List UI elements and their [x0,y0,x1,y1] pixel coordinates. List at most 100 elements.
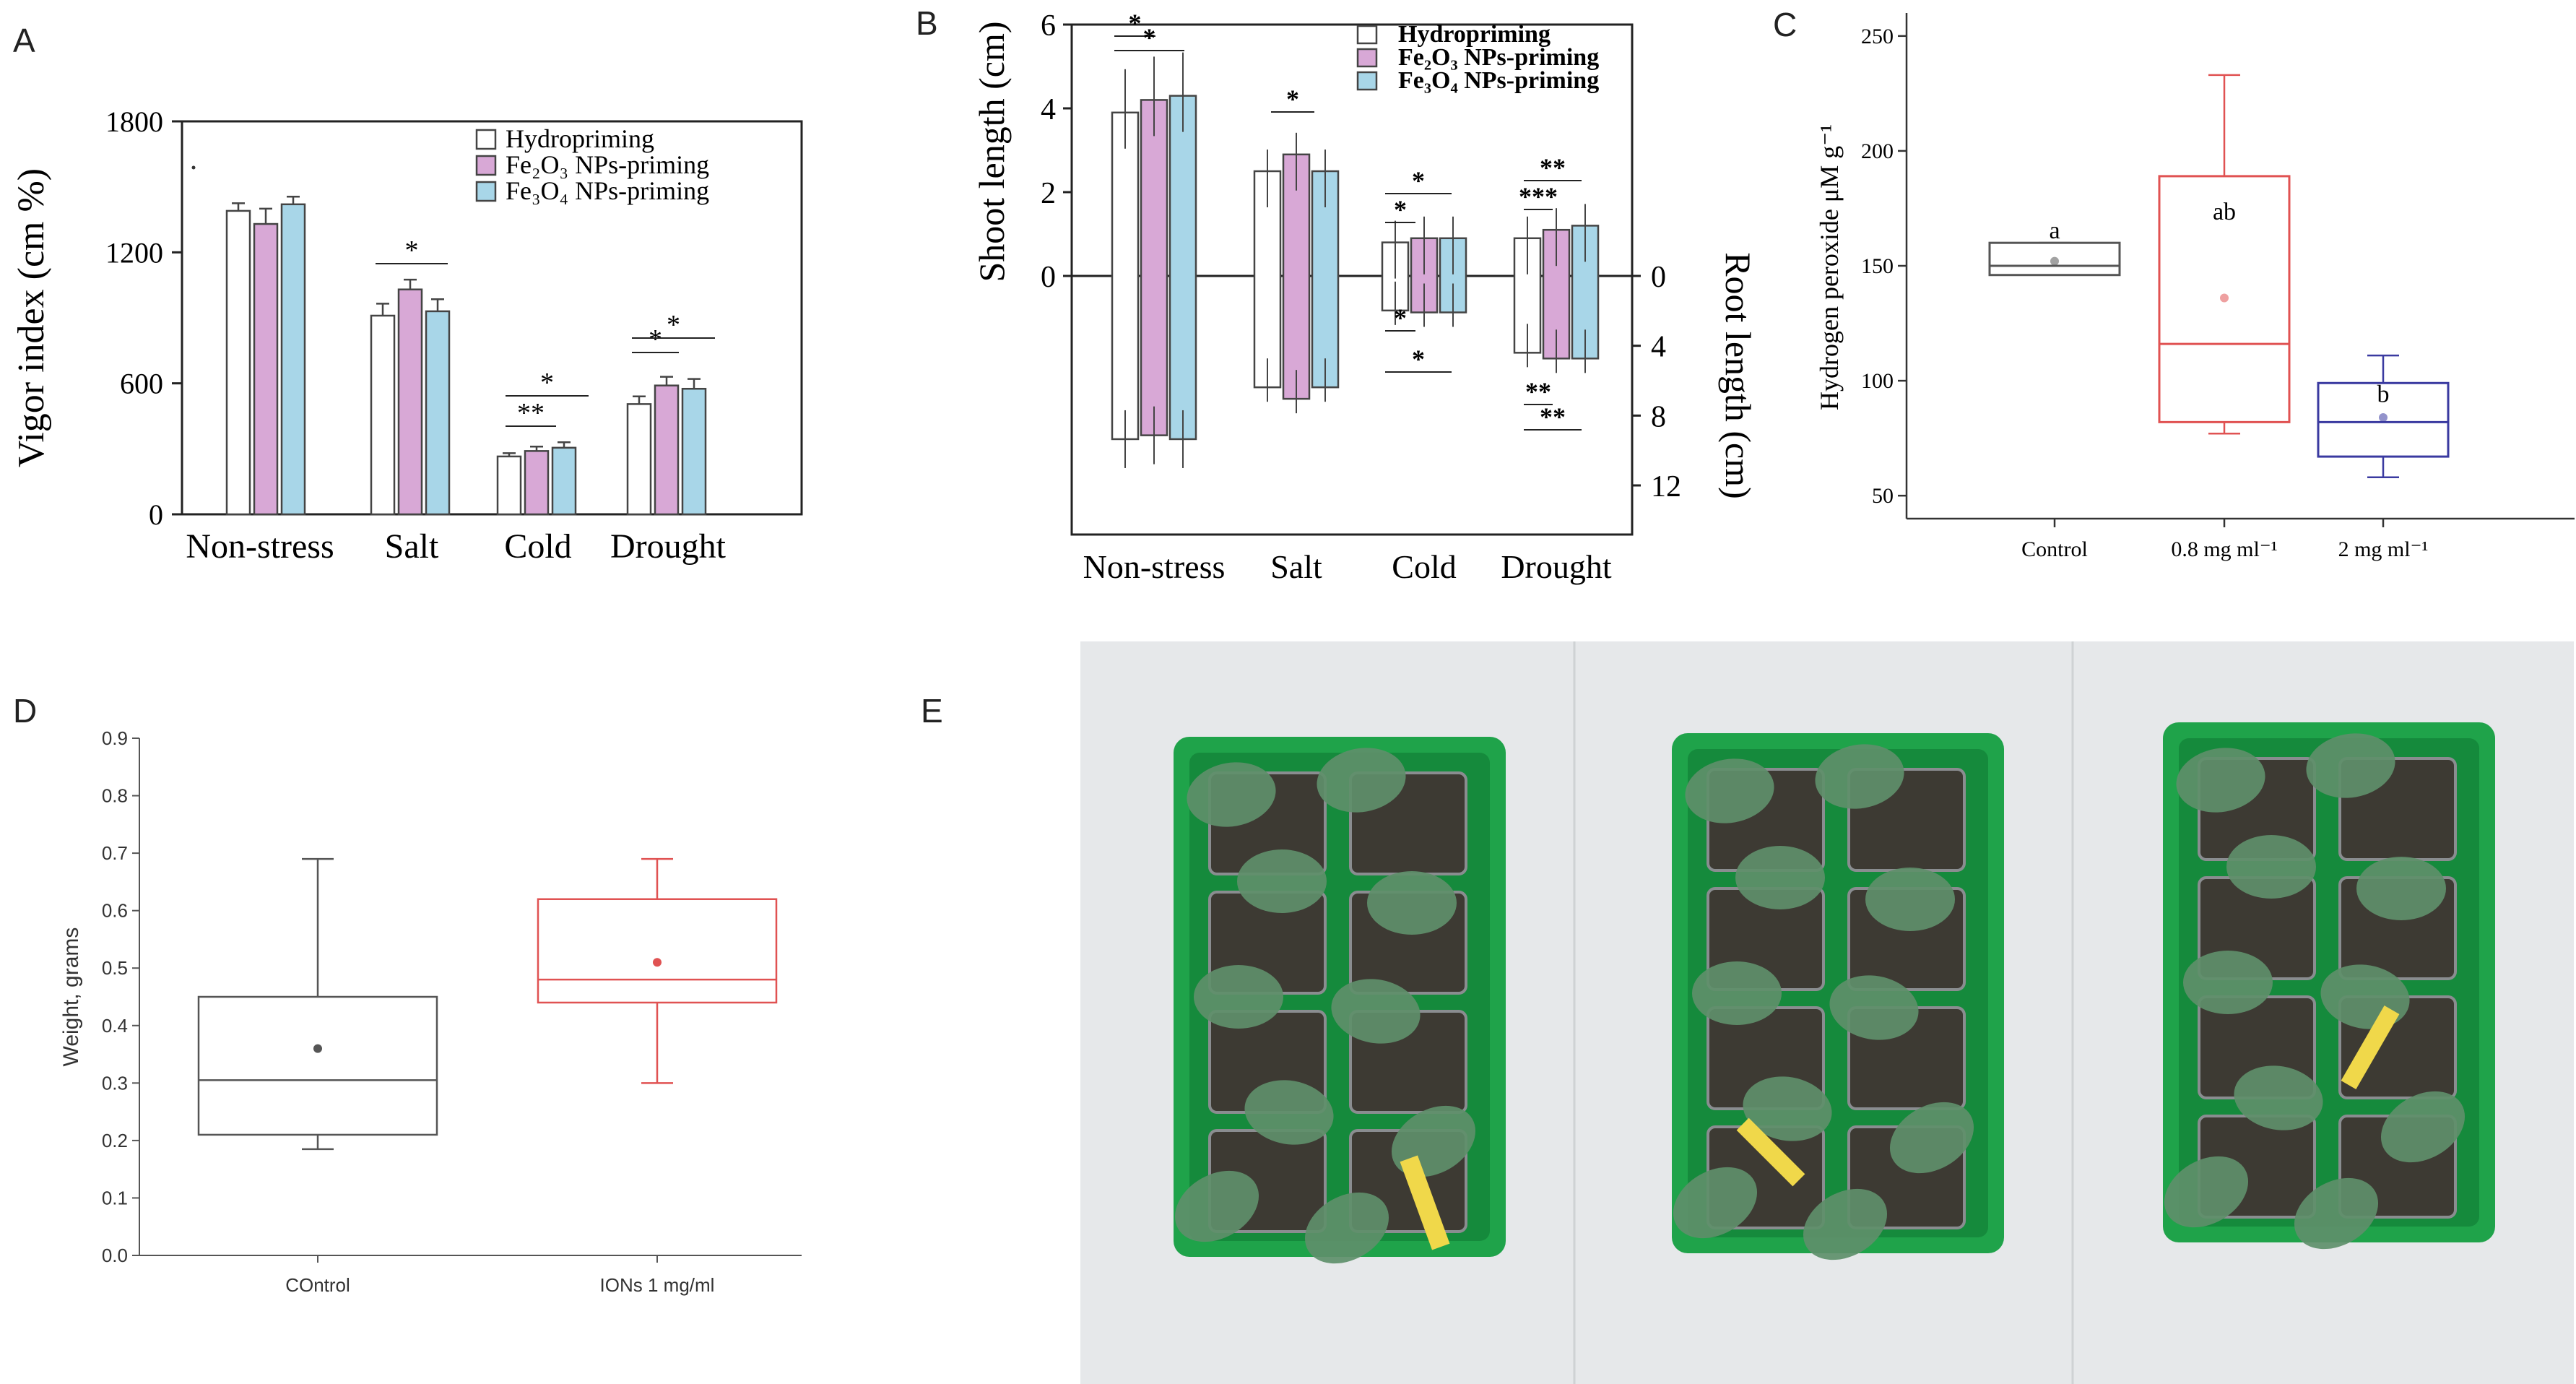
y-tick-label: 2 [1041,177,1056,210]
leaf [2176,748,2265,813]
leaf [1367,871,1457,935]
leaf [1237,849,1327,913]
y2-tick-label: 8 [1651,400,1666,433]
sig-star: * [1129,9,1142,38]
y-tick-label: 0.7 [102,842,128,864]
y-tick-label: 0.5 [102,957,128,979]
sig-star: * [1394,195,1407,224]
leaf [2294,1177,2379,1250]
box [537,898,778,1004]
bar [370,314,396,516]
sig-star: ** [1540,402,1566,431]
y2-axis-label: Root length (cm) [1718,252,1758,499]
plot-frame [181,120,803,516]
bar [496,455,522,516]
bar [1168,95,1197,441]
bar [225,209,251,516]
plant-label-tag [1736,1117,1805,1187]
x-tick-label: Drought [1501,548,1612,585]
y-tick-label: 4 [1041,93,1056,126]
plot-frame [1070,23,1634,536]
y-tick-label: 0 [1041,261,1056,294]
x-tick-label: Non-stress [1083,548,1226,585]
leaf [2164,1156,2249,1228]
leaf [2380,1091,2466,1163]
leaf [1194,965,1283,1029]
sig-star: * [667,310,680,340]
legend-label: Fe₃O₄ NPs-priming [506,176,709,205]
leaf [1304,1192,1389,1264]
plant-photo-icon [1080,641,2574,1384]
y-tick-label: 6 [1041,9,1056,43]
sig-star: *** [1519,182,1558,211]
bar [1140,99,1168,436]
group-letter: b [2377,381,2390,407]
x-tick-label: 0.8 mg ml⁻¹ [2171,537,2277,561]
leaf [1317,748,1406,813]
bar [280,203,306,516]
bar [253,222,279,516]
sig-star: * [1286,85,1299,113]
mean-marker [313,1044,322,1053]
chart-d-weight: 0.0 0.1 0.2 0.3 0.4 0.5 0.6 0.7 0.8 0.9 Weight, gr… [59,727,802,1296]
panel-label-d: D [13,692,37,730]
mean-marker [653,958,662,967]
x-tick-label: Salt [1270,548,1322,585]
group-letter: ab [2213,199,2236,225]
leaf [1889,1102,1974,1174]
bar [425,310,451,516]
sig-star: * [1143,23,1156,52]
leaf [1829,975,1919,1040]
x-tick-label: Cold [504,527,571,566]
legend-swatch [1356,25,1378,45]
x-tick-label: Cold [1392,548,1456,585]
panel-label-a: A [13,22,35,59]
leaf [1743,1076,1832,1141]
bar [551,446,577,516]
sig-star: * [540,368,554,398]
plant-label-tag [2341,1005,2400,1089]
legend-label: Fe₃O₄ NPs-priming [1398,67,1599,94]
y-tick-label: 50 [1872,484,1894,508]
bar [1111,111,1140,441]
x-tick-label: Drought [610,527,727,566]
leaf [2234,1065,2323,1130]
legend-swatch [475,129,497,150]
leaf [1815,744,1904,809]
leaf [1692,961,1782,1025]
legend-label: Hydropriming [506,124,654,153]
y2-tick-label: 12 [1651,470,1681,503]
y-tick-label: 0.8 [102,785,128,807]
mean-marker [2379,413,2388,422]
bar [654,384,680,516]
y-axis-label: Vigor index (cm %) [11,168,52,467]
bar [681,387,707,516]
chart-b-shoot-root-length: 0 2 4 6 0 4 8 12 Shoot length (cm) Root length (c… [971,9,1758,585]
sig-star: ** [1540,153,1566,182]
leaf [1803,1188,1888,1260]
x-tick-label: Control [2021,537,2088,561]
group-letter: a [2049,217,2060,244]
y-tick-label: 0.1 [102,1187,128,1208]
bar [397,288,423,516]
chart-c-hydrogen-peroxide: 50 100 150 200 250 Hydrogen peroxide μM g⁻¹ Co… [1815,13,2575,561]
box [197,995,438,1136]
bar [626,403,652,516]
legend-label: Fe₂O₃ NPs-priming [1398,44,1599,71]
leaf [1174,1170,1259,1242]
sig-star: * [1394,303,1407,332]
legend-label: Hydropriming [1398,21,1551,48]
panel-label-e: E [921,692,943,730]
leaf [1685,758,1774,823]
y-tick-label: 0.2 [102,1130,128,1151]
y2-tick-label: 0 [1651,261,1666,294]
sig-star: * [649,324,662,355]
y-tick-label: 0 [149,498,163,531]
y-axis-label: Weight, grams [59,927,83,1067]
x-tick-label: COntrol [285,1274,350,1296]
y-tick-label: 100 [1861,369,1894,393]
sig-star: ** [517,398,545,428]
leaf [1331,979,1421,1044]
legend-label: Fe₂O₃ NPs-priming [506,150,709,179]
